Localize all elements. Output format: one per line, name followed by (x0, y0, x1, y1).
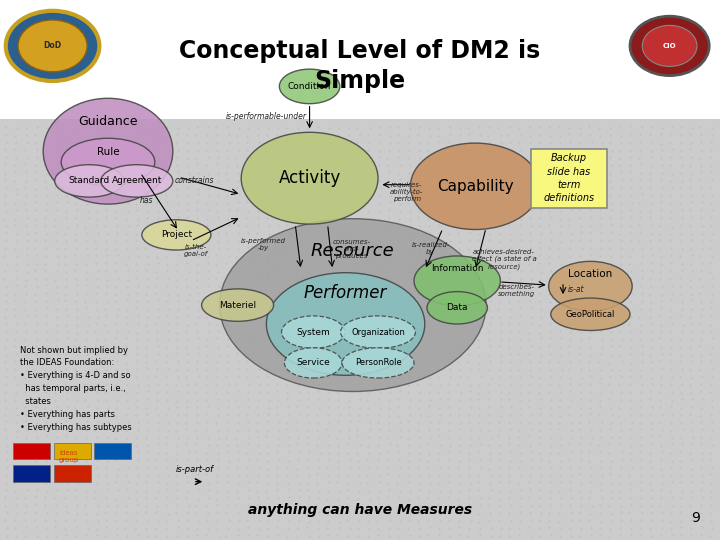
Bar (13, 443, 50, 459)
Text: Materiel: Materiel (219, 301, 256, 309)
Text: is-performable-under: is-performable-under (226, 112, 307, 121)
Ellipse shape (427, 292, 487, 324)
Text: is-at: is-at (568, 285, 584, 294)
Ellipse shape (241, 132, 378, 224)
Text: CIO: CIO (663, 43, 676, 49)
Text: Standard: Standard (68, 177, 110, 185)
Bar (0, 119, 720, 540)
Text: GeoPolitical: GeoPolitical (566, 310, 615, 319)
Circle shape (642, 25, 697, 66)
Text: Guidance: Guidance (78, 115, 138, 128)
Text: Organization: Organization (351, 328, 405, 336)
Ellipse shape (549, 261, 632, 311)
Text: is-the-
goal-of: is-the- goal-of (184, 244, 208, 256)
FancyBboxPatch shape (531, 148, 606, 208)
Ellipse shape (341, 316, 415, 348)
Text: Location: Location (568, 269, 613, 279)
Bar (94, 443, 131, 459)
Text: Simple: Simple (315, 69, 405, 93)
Text: Backup
slide has
term
definitions: Backup slide has term definitions (543, 153, 595, 203)
Ellipse shape (266, 273, 425, 375)
Text: ideas
group: ideas group (58, 450, 78, 463)
Text: describes-
something: describes- something (498, 284, 536, 297)
Text: Activity: Activity (279, 169, 341, 187)
Bar (13, 465, 50, 482)
Bar (54, 465, 91, 482)
Text: constrains: constrains (175, 176, 214, 185)
Text: is-part-of: is-part-of (176, 465, 213, 474)
Text: 9: 9 (691, 511, 700, 525)
Ellipse shape (410, 143, 540, 230)
Text: Information: Information (431, 265, 483, 273)
Ellipse shape (55, 165, 124, 197)
Ellipse shape (43, 98, 173, 204)
Text: Service: Service (297, 359, 330, 367)
Text: is-realized-
by: is-realized- by (411, 242, 450, 255)
Text: Resource: Resource (311, 242, 395, 260)
Text: Performer: Performer (304, 284, 387, 302)
Text: Data: Data (446, 303, 468, 312)
Text: Not shown but implied by
the IDEAS Foundation:
• Everything is 4-D and so
  has : Not shown but implied by the IDEAS Found… (20, 346, 132, 431)
Text: System: System (297, 328, 330, 336)
Text: requires-
ability-to-
perform: requires- ability-to- perform (390, 182, 423, 202)
Bar (0, 0, 720, 119)
Circle shape (630, 16, 709, 76)
Ellipse shape (61, 138, 155, 186)
Text: PersonRole: PersonRole (355, 359, 401, 367)
Text: anything can have Measures: anything can have Measures (248, 503, 472, 517)
Ellipse shape (101, 165, 173, 197)
Text: DoD: DoD (43, 42, 62, 50)
Ellipse shape (282, 316, 345, 348)
Bar (54, 443, 91, 459)
Ellipse shape (284, 348, 342, 378)
Ellipse shape (551, 298, 630, 330)
Text: achieves-desired-
effect (a state of a
resource): achieves-desired- effect (a state of a r… (472, 248, 536, 270)
Circle shape (18, 20, 87, 72)
Text: Capability: Capability (437, 179, 513, 194)
Text: Condition: Condition (288, 82, 331, 91)
Ellipse shape (202, 289, 274, 321)
Ellipse shape (279, 69, 340, 104)
Text: Conceptual Level of DM2 is: Conceptual Level of DM2 is (179, 39, 541, 63)
Ellipse shape (342, 348, 414, 378)
Text: has: has (140, 197, 153, 205)
Text: Rule: Rule (96, 147, 120, 157)
Text: is-performed
-by: is-performed -by (240, 238, 285, 251)
Ellipse shape (220, 219, 486, 392)
Text: Agreement: Agreement (112, 177, 162, 185)
Ellipse shape (414, 256, 500, 306)
Circle shape (6, 11, 99, 81)
Ellipse shape (142, 220, 211, 250)
Text: consumes-
and-
produces: consumes- and- produces (333, 239, 370, 260)
Text: Project: Project (161, 231, 192, 239)
